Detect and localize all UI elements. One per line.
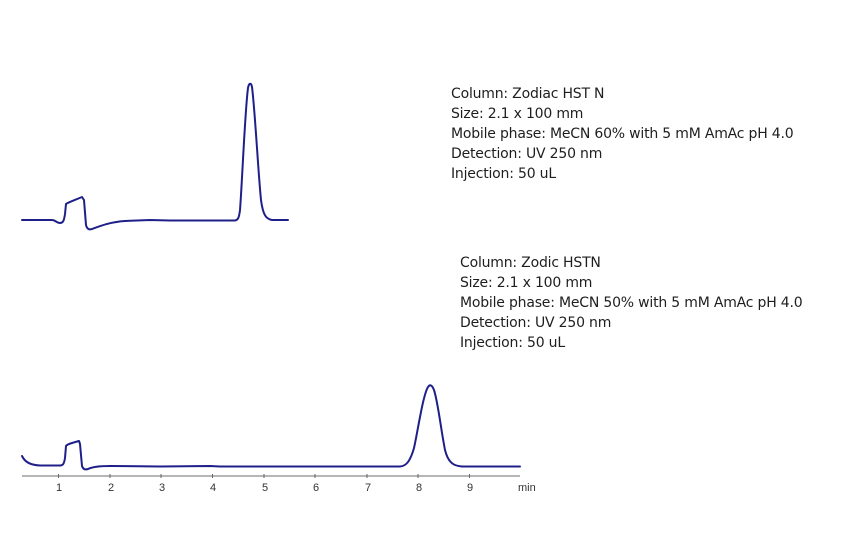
x-axis-ticks (58, 474, 470, 478)
x-tick-label-8: 8 (415, 482, 423, 494)
size-label: Size: 2.1 x 100 mm (451, 106, 584, 122)
mobile-phase-label: Mobile phase: MeCN 50% with 5 mM AmAc pH… (460, 295, 803, 311)
x-tick-label-7: 7 (364, 482, 372, 494)
injection-label: Injection: 50 uL (451, 166, 556, 182)
x-axis-unit-label: min (518, 482, 536, 494)
top-conditions-annotation: Column: Zodiac HST N Size: 2.1 x 100 mm … (451, 84, 794, 184)
mobile-phase-label: Mobile phase: MeCN 60% with 5 mM AmAc pH… (451, 126, 794, 142)
top-chromatogram-trace (21, 82, 289, 231)
size-label: Size: 2.1 x 100 mm (460, 275, 593, 291)
x-tick-label-3: 3 (158, 482, 166, 494)
x-tick-label-9: 9 (466, 482, 474, 494)
bottom-conditions-annotation: Column: Zodic HSTN Size: 2.1 x 100 mm Mo… (460, 253, 803, 353)
column-label: Column: Zodiac HST N (451, 86, 605, 102)
detection-label: Detection: UV 250 nm (451, 146, 603, 162)
x-tick-label-1: 1 (55, 482, 63, 494)
x-tick-label-4: 4 (209, 482, 217, 494)
column-label: Column: Zodic HSTN (460, 255, 601, 271)
bottom-chromatogram-trace (21, 384, 521, 471)
x-tick-label-6: 6 (312, 482, 320, 494)
x-tick-label-5: 5 (261, 482, 269, 494)
detection-label: Detection: UV 250 nm (460, 315, 612, 331)
injection-label: Injection: 50 uL (460, 335, 565, 351)
x-tick-label-2: 2 (107, 482, 115, 494)
